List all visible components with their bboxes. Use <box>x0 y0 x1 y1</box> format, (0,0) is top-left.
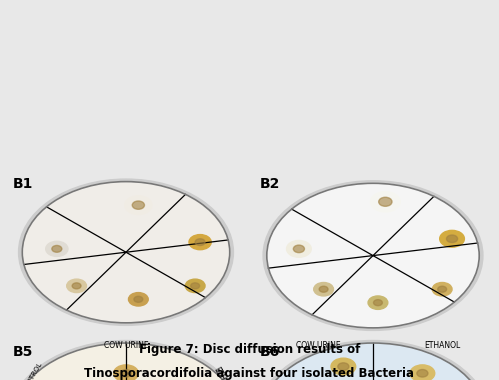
Circle shape <box>132 201 145 209</box>
Circle shape <box>410 365 435 380</box>
Circle shape <box>259 343 487 380</box>
Circle shape <box>286 241 311 257</box>
Circle shape <box>134 296 143 302</box>
Circle shape <box>128 293 148 306</box>
Text: Figure 7: Disc diffusion results of: Figure 7: Disc diffusion results of <box>139 343 360 356</box>
Circle shape <box>72 283 81 289</box>
Circle shape <box>373 300 382 306</box>
Text: ETHANOL: ETHANOL <box>211 366 237 380</box>
Circle shape <box>22 182 230 323</box>
Circle shape <box>319 286 328 292</box>
Text: B2: B2 <box>259 177 280 190</box>
Text: B5: B5 <box>12 345 33 359</box>
Circle shape <box>52 245 62 252</box>
Circle shape <box>440 230 465 247</box>
Circle shape <box>8 340 244 380</box>
Circle shape <box>255 340 491 380</box>
Circle shape <box>379 197 392 206</box>
Circle shape <box>338 363 349 370</box>
Circle shape <box>371 192 400 212</box>
Circle shape <box>12 343 240 380</box>
Text: COW URINE: COW URINE <box>104 341 148 350</box>
Text: COW URINE: COW URINE <box>296 341 341 350</box>
Circle shape <box>314 282 333 296</box>
Circle shape <box>46 241 68 256</box>
Circle shape <box>114 365 138 380</box>
Circle shape <box>191 283 200 289</box>
Circle shape <box>432 282 452 296</box>
Circle shape <box>368 296 388 309</box>
Circle shape <box>331 358 356 375</box>
Text: -VE CONTROL: -VE CONTROL <box>259 378 288 380</box>
Circle shape <box>447 235 458 242</box>
Circle shape <box>267 183 479 328</box>
Circle shape <box>417 369 428 377</box>
Circle shape <box>293 245 304 253</box>
Text: ETHANOL: ETHANOL <box>424 341 460 350</box>
Circle shape <box>189 234 211 250</box>
Circle shape <box>125 196 152 214</box>
Text: B6: B6 <box>259 345 279 359</box>
Circle shape <box>438 286 447 292</box>
Circle shape <box>18 179 234 325</box>
Text: B1: B1 <box>12 177 33 190</box>
Text: Tinosporacordifolia against four isolated Bacteria: Tinosporacordifolia against four isolate… <box>84 367 415 380</box>
Circle shape <box>263 181 483 331</box>
Circle shape <box>195 239 205 245</box>
Circle shape <box>67 279 86 293</box>
Circle shape <box>185 279 205 293</box>
Circle shape <box>120 369 132 377</box>
Text: -VE CONTROL: -VE CONTROL <box>15 361 43 380</box>
